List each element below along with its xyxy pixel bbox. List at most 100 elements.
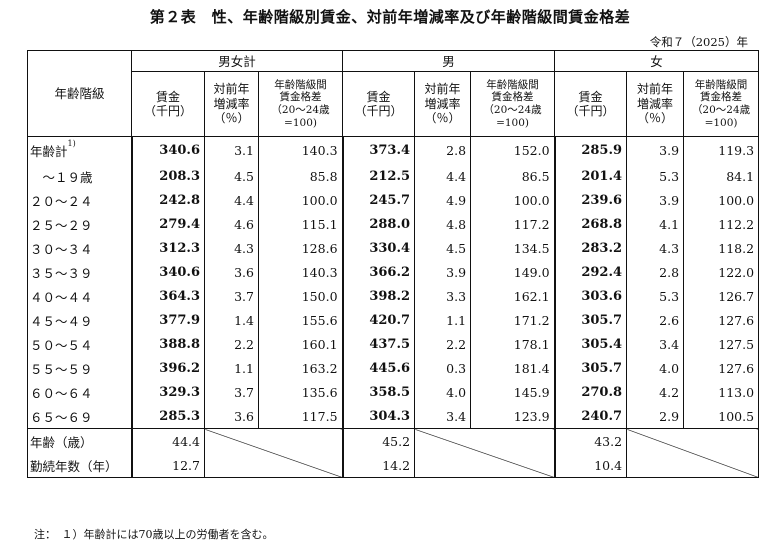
change-header-female: 対前年 増減率 （％） [626, 71, 684, 137]
diff-cell-female: 112.2 [683, 212, 759, 236]
diff-cell-male: 162.1 [470, 284, 555, 308]
change-cell-male: 3.4 [414, 404, 471, 429]
diff-cell-total: 135.6 [257, 380, 343, 404]
age-label-text: ２５～２９ [30, 217, 93, 233]
wage-cell-male: 330.4 [341, 236, 415, 260]
wage-cell-female: 268.8 [553, 212, 627, 236]
diff-header-line: =100) [704, 116, 738, 129]
wage-cell-male: 358.5 [341, 380, 415, 404]
diff-cell-male: 86.5 [470, 164, 555, 188]
diff-cell-total: 163.2 [257, 356, 343, 380]
change-cell-male: 2.8 [414, 136, 471, 164]
change-cell-female: 4.3 [626, 236, 684, 260]
age-label: ６０～６４ [28, 380, 132, 404]
diff-cell-total: 100.0 [257, 188, 343, 212]
change-cell-total: 3.1 [204, 136, 259, 164]
change-header-line: 対前年 [424, 82, 461, 97]
wage-cell-total: 388.8 [130, 332, 205, 356]
diff-header-line: =100) [496, 116, 529, 129]
wage-cell-female: 240.7 [553, 404, 627, 429]
diff-cell-female: 127.5 [683, 332, 759, 356]
wage-cell-total: 377.9 [130, 308, 205, 332]
diff-header-line: （20～24歳 [483, 104, 542, 116]
year-note: 令和７（2025）年 [649, 35, 748, 49]
change-cell-female: 5.3 [626, 164, 684, 188]
wage-cell-total: 208.3 [130, 164, 205, 188]
wage-header-male: 賃金 （千円） [342, 71, 415, 137]
change-cell-female: 4.1 [626, 212, 684, 236]
group-header-male: 男 [342, 50, 555, 72]
change-cell-male: 4.8 [414, 212, 471, 236]
change-cell-male: 4.0 [414, 380, 471, 404]
change-cell-male: 4.5 [414, 236, 471, 260]
summary-value-male: 45.2 [341, 428, 415, 453]
diff-cell-male: 149.0 [470, 260, 555, 284]
table-row: ５０～５４ 388.8 2.2 160.1 437.5 2.2 178.1 305.4 3.4 1… [28, 332, 759, 356]
table-row: ３５～３９ 340.6 3.6 140.3 366.2 3.9 149.0 292.4 2.8 1… [28, 260, 759, 284]
change-cell-total: 3.7 [204, 380, 259, 404]
wage-cell-female: 305.7 [553, 356, 627, 380]
group-header-female: 女 [554, 50, 759, 72]
change-header-male: 対前年 増減率 （％） [414, 71, 471, 137]
age-group-header: 年齢階級 [27, 50, 132, 137]
wage-cell-total: 364.3 [130, 284, 205, 308]
table-row: ５５～５９ 396.2 1.1 163.2 445.6 0.3 181.4 305.7 4.0 1… [28, 356, 759, 380]
wage-header-line: （千円） [143, 104, 192, 118]
wage-cell-male: 304.3 [341, 404, 415, 429]
diff-cell-total: 160.1 [257, 332, 343, 356]
diff-cell-male: 178.1 [470, 332, 555, 356]
summary-label: 年齢（歳） [27, 428, 132, 453]
diff-header-line: （20～24歳 [691, 104, 751, 116]
change-cell-total: 4.6 [204, 212, 259, 236]
age-label-text: ～１９歳 [30, 169, 93, 185]
diff-cell-female: 113.0 [683, 380, 759, 404]
change-cell-total: 2.2 [204, 332, 259, 356]
age-label-text: ４０～４４ [30, 289, 93, 305]
change-header-line: 増減率 [424, 96, 461, 111]
change-cell-male: 3.3 [414, 284, 471, 308]
wage-cell-female: 303.6 [553, 284, 627, 308]
wage-cell-total: 396.2 [130, 356, 205, 380]
change-header-line: （％） [424, 111, 461, 126]
wage-cell-total: 285.3 [130, 404, 205, 429]
change-header-line: 対前年 [213, 82, 250, 97]
change-header-line: 増減率 [213, 96, 250, 111]
diff-header-line: 賃金格差 [279, 91, 322, 104]
diff-cell-female: 84.1 [683, 164, 759, 188]
table-row: ６５～６９ 285.3 3.6 117.5 304.3 3.4 123.9 240.7 2.9 1… [28, 404, 759, 429]
age-label-text: ５０～５４ [30, 337, 93, 353]
change-cell-female: 4.0 [626, 356, 684, 380]
age-label-text: ３５～３９ [30, 265, 93, 281]
change-cell-female: 3.4 [626, 332, 684, 356]
wage-cell-female: 201.4 [553, 164, 627, 188]
diff-cell-female: 119.3 [683, 136, 759, 164]
wage-table: 年齢階級 男女計 男 女 賃金 （千円） 対前年 増減率 （％） 年齢階級間 賃金格差 （20… [27, 50, 760, 478]
diff-cell-total: 150.0 [257, 284, 343, 308]
footnote: 注： １）年齢計には70歳以上の労働者を含む。 [34, 528, 274, 541]
diff-header-line: 年齢階級間 [694, 78, 748, 91]
wage-cell-female: 270.8 [553, 380, 627, 404]
diff-cell-total: 128.6 [257, 236, 343, 260]
age-label: ～１９歳 [28, 164, 132, 188]
wage-cell-total: 312.3 [130, 236, 205, 260]
age-label: ４５～４９ [28, 308, 132, 332]
wage-cell-male: 420.7 [341, 308, 415, 332]
blank-slash-cell [203, 428, 343, 478]
age-label-text: 年齢計 [30, 144, 68, 159]
age-label-text: ３０～３４ [30, 241, 93, 257]
age-label: 年齢計1) [27, 136, 132, 164]
diff-cell-female: 127.6 [683, 356, 759, 380]
table-row: ～１９歳 208.3 4.5 85.8 212.5 4.4 86.5 201.4 5.3 84.1 [28, 164, 759, 188]
wage-cell-female: 305.4 [553, 332, 627, 356]
footnote-marker: 1) [67, 139, 76, 148]
change-cell-female: 4.2 [626, 380, 684, 404]
wage-header-line: 賃金 [578, 89, 603, 104]
wage-cell-total: 279.4 [130, 212, 205, 236]
diff-cell-total: 85.8 [257, 164, 343, 188]
diff-header-line: 賃金格差 [700, 91, 743, 104]
change-cell-total: 3.6 [204, 404, 259, 429]
age-label-text: ５５～５９ [30, 361, 93, 377]
change-cell-female: 3.9 [626, 188, 684, 212]
group-header-total: 男女計 [130, 50, 343, 72]
summary-value-male: 14.2 [341, 453, 415, 478]
